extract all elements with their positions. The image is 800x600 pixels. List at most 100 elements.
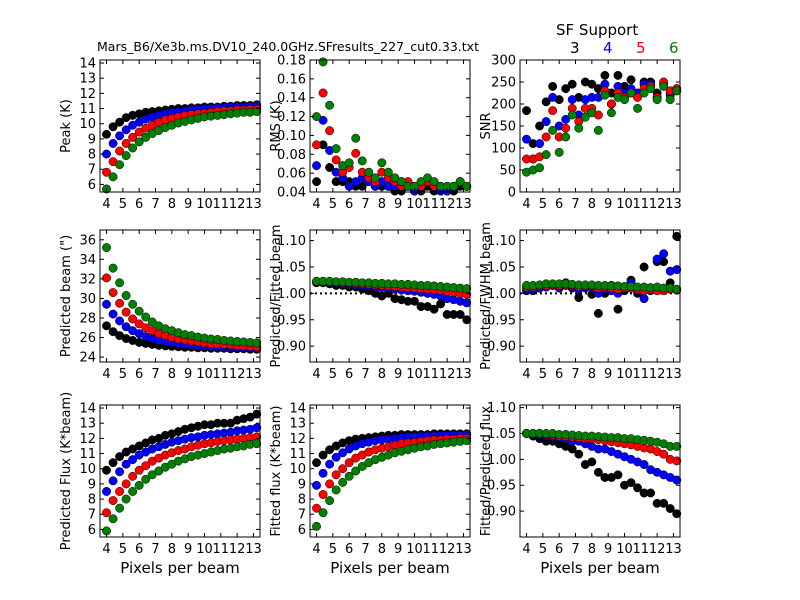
data-point <box>312 161 321 171</box>
x-tick-label: 4 <box>312 367 320 382</box>
x-tick-label: 8 <box>378 197 386 212</box>
data-point <box>357 462 367 471</box>
y-tick-label: 50 <box>499 164 516 179</box>
data-point <box>672 265 682 275</box>
data-point <box>312 458 321 468</box>
data-point <box>587 79 597 89</box>
data-point <box>128 314 138 324</box>
data-point <box>672 456 682 466</box>
data-point <box>121 151 131 161</box>
x-tick-label: 9 <box>184 367 192 382</box>
data-point <box>659 249 669 259</box>
series-6 <box>522 279 682 294</box>
y-axis-label: SNR <box>479 112 494 139</box>
data-point <box>134 480 144 490</box>
data-point <box>548 125 558 135</box>
x-tick-label: 4 <box>522 542 530 557</box>
data-point <box>108 309 118 319</box>
data-point <box>115 117 125 127</box>
data-point <box>121 322 131 332</box>
x-tick-label: 12 <box>439 542 456 557</box>
series-6 <box>312 57 472 191</box>
x-axis-label: Pixels per beam <box>540 559 660 577</box>
x-tick-label: 5 <box>329 367 337 382</box>
y-tick-label: 0.95 <box>487 479 516 494</box>
x-tick-label: 7 <box>571 542 579 557</box>
data-point <box>115 298 125 308</box>
data-point <box>574 123 584 133</box>
data-point <box>108 476 118 486</box>
x-tick-label: 4 <box>312 542 320 557</box>
series-6 <box>312 276 472 294</box>
y-tick-label: 34 <box>79 253 96 268</box>
data-point <box>325 496 335 506</box>
data-point <box>338 464 348 474</box>
x-tick-label: 7 <box>361 367 369 382</box>
series-6 <box>312 436 472 531</box>
data-point <box>102 273 111 283</box>
data-point <box>147 317 157 327</box>
panel-predicted-fitted-beam: 0.90 0.95 1.00 1.05 1.10 4 5 6 7 8 9 10 11 12 13 Predic… <box>269 224 472 382</box>
y-tick-label: 100 <box>491 142 516 157</box>
axes-frame <box>99 229 261 363</box>
data-point <box>410 296 419 306</box>
data-point <box>331 452 341 462</box>
data-point <box>626 75 636 85</box>
data-point <box>147 470 157 480</box>
data-point <box>541 97 551 107</box>
y-tick-label: 0.95 <box>487 313 516 328</box>
data-point <box>620 95 629 105</box>
y-tick-label: 150 <box>491 120 516 135</box>
x-tick-label: 11 <box>423 197 440 212</box>
data-point <box>108 288 118 298</box>
x-tick-label: 7 <box>361 197 369 212</box>
data-point <box>357 156 367 166</box>
y-tick-label: 6 <box>88 178 96 193</box>
y-tick-label: 11 <box>79 102 96 117</box>
x-tick-label: 13 <box>455 197 472 212</box>
y-tick-label: 30 <box>79 292 96 307</box>
y-tick-label: 1.05 <box>487 427 516 442</box>
data-point <box>128 471 138 481</box>
data-point <box>580 112 590 122</box>
x-tick-label: 12 <box>649 367 666 382</box>
y-tick-label: 0 <box>508 186 516 201</box>
y-tick-label: 13 <box>79 72 96 87</box>
data-point <box>141 461 151 471</box>
y-tick-label: 36 <box>79 233 96 248</box>
data-point <box>331 485 341 495</box>
x-tick-label: 13 <box>665 367 682 382</box>
y-tick-label: 10 <box>79 117 96 132</box>
data-point <box>108 122 118 132</box>
y-axis-label: Fitted/Predicted flux <box>479 406 494 537</box>
y-tick-label: 300 <box>491 54 516 69</box>
data-point <box>462 181 472 191</box>
x-tick-label: 7 <box>151 367 159 382</box>
x-tick-label: 11 <box>633 197 650 212</box>
x-tick-label: 6 <box>555 197 563 212</box>
figure-title: Mars_B6/Xe3b.ms.DV10_240.0GHz.SFresults_… <box>97 39 479 54</box>
x-tick-label: 5 <box>119 367 127 382</box>
x-tick-label: 11 <box>213 542 230 557</box>
data-point <box>121 459 131 469</box>
data-point <box>462 284 472 294</box>
data-point <box>338 477 348 487</box>
panel-fitted-predicted-flux: 0.90 0.95 1.00 1.05 1.10 4 5 6 7 8 9 10 11 12 13 Fitted… <box>479 401 682 577</box>
data-point <box>548 92 558 102</box>
data-point <box>370 173 380 183</box>
y-tick-label: 250 <box>491 76 516 91</box>
data-point <box>659 81 669 91</box>
data-point <box>659 449 669 459</box>
data-point <box>633 483 642 493</box>
y-tick-label: 0.14 <box>277 91 306 106</box>
data-point <box>639 460 649 469</box>
y-tick-label: 12 <box>79 87 96 102</box>
y-tick-label: 10 <box>289 462 306 477</box>
y-tick-label: 0.06 <box>277 167 306 182</box>
x-tick-label: 12 <box>439 367 456 382</box>
data-point <box>325 100 335 110</box>
x-tick-label: 11 <box>633 542 650 557</box>
y-tick-label: 12 <box>79 432 96 447</box>
data-point <box>429 177 439 187</box>
